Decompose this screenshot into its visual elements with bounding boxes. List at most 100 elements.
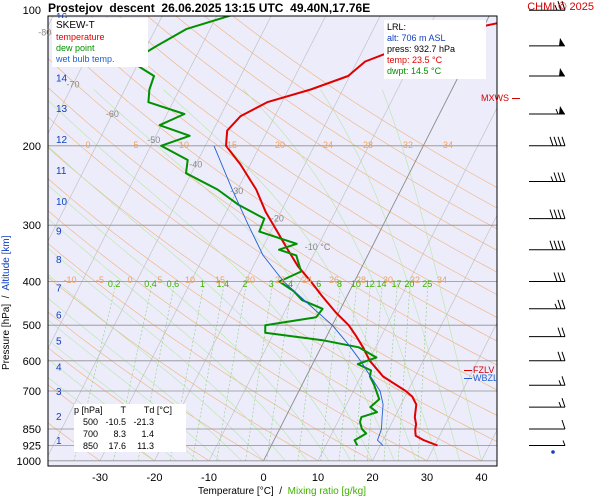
series-lines <box>129 16 497 447</box>
altitude-tick-label: 1 <box>56 436 62 447</box>
theta-label: 5 <box>133 140 138 150</box>
wind-barb <box>529 376 566 386</box>
wind-barb-full <box>561 172 566 182</box>
theta-label: 24 <box>302 275 312 285</box>
sounding-datetime: 26.06.2025 13:15 UTC <box>161 1 284 15</box>
isotherm-line <box>48 16 217 350</box>
theta-label: 26 <box>329 275 339 285</box>
moist-adiabat <box>48 274 264 462</box>
mixing-ratio-label: 1.4 <box>216 279 229 289</box>
theta-label: 20 <box>245 275 255 285</box>
pressure-tick-label: 400 <box>23 277 41 289</box>
wind-barb-full <box>553 240 558 250</box>
altitude-tick-label: 9 <box>56 226 62 237</box>
theta-label: 34 <box>437 275 447 285</box>
credit-label: CHMI © 2025 <box>527 1 594 13</box>
isotherm-label: -60 <box>106 109 119 119</box>
dry-adiabat <box>175 16 497 230</box>
table-cell-p: 500 <box>82 417 98 427</box>
isotherm-line <box>208 16 435 461</box>
levels-table-header: p [hPa] T Td [°C] <box>74 404 186 416</box>
theta-label: 28 <box>363 140 373 150</box>
lrl-box: LRL: alt: 706 m ASL press: 932.7 hPa tem… <box>384 20 486 79</box>
theta-label: 32 <box>403 140 413 150</box>
wind-barb-full <box>561 419 566 430</box>
chart-title: Prostejov descent 26.06.2025 13:15 UTC 4… <box>48 1 370 15</box>
mixing-ratio-line <box>73 281 117 461</box>
wind-barb-half <box>562 440 566 446</box>
theta-label: 0 <box>85 140 90 150</box>
isotherm-line <box>481 429 497 461</box>
surface-marker <box>551 450 555 454</box>
wind-barb <box>529 209 566 220</box>
legend-item-wet-bulb: wet bulb temp. <box>56 54 115 64</box>
wind-barb-half <box>555 108 559 115</box>
isotherm-line <box>317 107 497 461</box>
axis-labels: 1002003004005006007008509251000123456789… <box>17 5 488 484</box>
wind-barb-full <box>561 209 566 219</box>
wind-barb-full <box>561 1 566 11</box>
isotherm-label: -30 <box>230 186 243 196</box>
mixing-ratio-label: 20 <box>404 279 414 289</box>
dry-adiabat <box>48 58 497 366</box>
mixing-ratio-label: 0.2 <box>108 279 121 289</box>
theta-label: 20 <box>275 140 285 150</box>
temperature-line <box>225 22 497 447</box>
wind-barb <box>529 440 566 446</box>
wind-barb-half <box>554 303 558 309</box>
mixing-ratio-label: 2 <box>242 279 247 289</box>
wind-barb-full <box>549 209 554 219</box>
temperature-tick-label: 30 <box>421 472 433 484</box>
y-axis-label: Pressure [hPa] / Altitude [km] <box>1 235 12 370</box>
altitude-tick-label: 6 <box>56 310 62 321</box>
theta-label: 10 <box>185 275 195 285</box>
pressure-tick-label: 925 <box>23 441 41 453</box>
table-row: 850 17.6 11.3 <box>74 440 186 452</box>
wind-barb <box>529 240 566 251</box>
wind-barb-full <box>561 327 566 337</box>
mixing-ratio-label: 12 <box>365 279 375 289</box>
pressure-tick-label: 600 <box>23 356 41 368</box>
altitude-tick-label: 7 <box>56 283 62 294</box>
altitude-tick-label: 14 <box>56 73 68 84</box>
moist-adiabat <box>242 89 439 461</box>
wind-barb-full <box>561 376 566 386</box>
pressure-tick-label: 100 <box>23 5 41 17</box>
isotherm-line <box>48 16 272 457</box>
theta-label: 22 <box>275 275 285 285</box>
isotherm-label: -20 <box>271 214 284 224</box>
theta-label: 5 <box>157 275 162 285</box>
mixing-ratio-line <box>169 281 205 461</box>
table-cell-td: 1.4 <box>141 429 154 439</box>
station-name: Prostejov <box>48 1 103 15</box>
wind-barb-pennant <box>559 106 565 114</box>
isotherm-line <box>372 214 497 461</box>
wind-barb <box>529 106 565 115</box>
wind-barb-pennant <box>559 68 565 76</box>
mixing-ratio-label: 6 <box>316 279 321 289</box>
isotherm-line <box>48 16 108 135</box>
dry-adiabat <box>118 16 497 273</box>
moist-adiabat <box>48 184 330 461</box>
x-axis-label-separator: / <box>279 486 283 497</box>
wind-barb-full <box>549 136 554 146</box>
wind-barb-full <box>557 272 562 282</box>
temperature-tick-label: 10 <box>312 472 324 484</box>
altitude-tick-label: 5 <box>56 337 62 348</box>
wind-barb <box>529 327 566 338</box>
y-axis-label-pressure: Pressure [hPa] <box>1 303 12 370</box>
isotherm-line <box>536 10 600 461</box>
wind-barb-full <box>557 136 562 146</box>
wind-barb <box>529 1 566 11</box>
wind-barb <box>529 136 566 147</box>
mixing-ratio-line <box>113 281 153 461</box>
wind-barb-full <box>553 172 558 182</box>
dry-adiabat <box>147 16 497 251</box>
wind-barb-pennant <box>559 37 565 46</box>
wind-barbs <box>529 1 566 454</box>
lrl-temperature: temp: 23.5 °C <box>387 55 443 65</box>
x-axis-label-mixing: Mixing ratio [g/kg] <box>287 486 366 497</box>
dry-adiabat <box>90 16 497 295</box>
mxws-label: MXWS <box>481 93 509 103</box>
